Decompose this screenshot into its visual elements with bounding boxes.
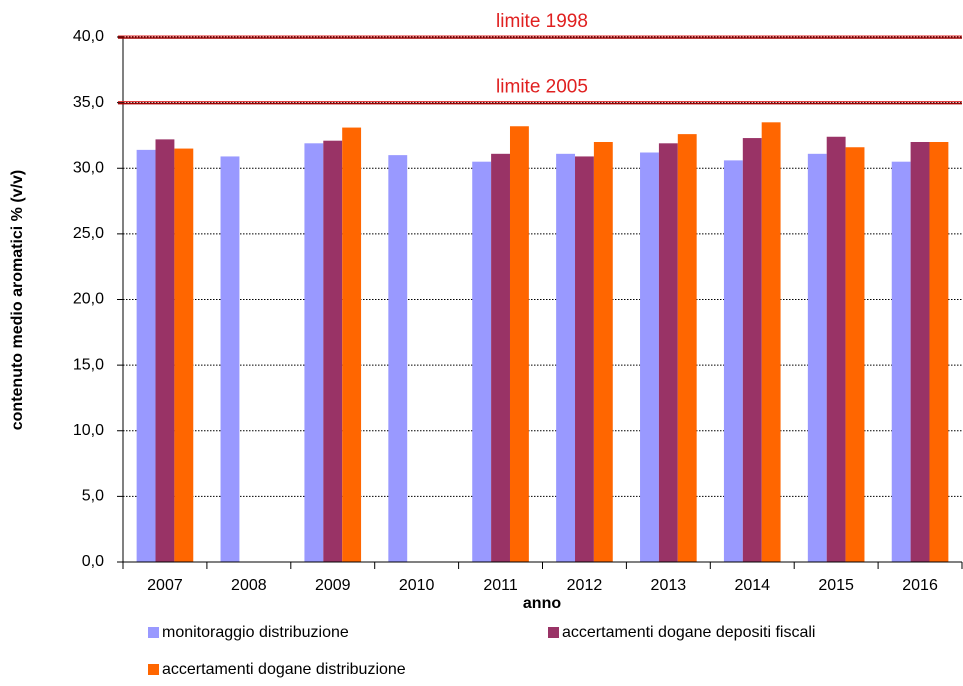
bar [658,143,678,562]
x-tick-label: 2011 [483,577,518,594]
legend-swatch [548,627,559,638]
y-tick-label: 35,0 [73,94,104,111]
legend-swatch [148,627,159,638]
bar [174,148,194,562]
bar [388,155,408,562]
bar [640,152,659,562]
bar [761,122,781,562]
y-tick-label: 15,0 [73,356,104,373]
bar [220,156,240,562]
bar [575,156,594,562]
bar [136,149,156,562]
x-tick-label: 2016 [902,577,938,594]
legend-label: accertamenti dogane distribuzione [162,661,406,678]
bar [929,142,949,562]
x-tick-label: 2009 [315,577,351,594]
y-tick-label: 20,0 [73,291,104,308]
bar [323,140,343,562]
bar [556,153,576,562]
x-tick-label: 2007 [147,577,183,594]
x-tick-label: 2010 [399,577,435,594]
bar [891,161,911,562]
bar [910,142,930,562]
x-tick-label: 2014 [734,577,770,594]
bar [509,126,529,562]
y-tick-label: 40,0 [73,28,104,45]
y-tick-label: 30,0 [73,159,104,176]
bar [304,143,324,562]
legend-label: accertamenti dogane depositi fiscali [562,624,815,641]
bar [826,136,846,562]
bar [472,161,492,562]
bar [593,142,613,562]
legend-label: monitoraggio distribuzione [162,624,349,641]
reference-label: limite 2005 [496,77,588,98]
x-tick-label: 2013 [651,577,687,594]
bar [491,153,510,562]
y-tick-label: 0,0 [82,553,104,570]
bar [742,138,762,562]
bar [845,147,865,562]
x-axis-label: anno [523,595,561,612]
x-tick-label: 2012 [567,577,603,594]
legend-swatch [148,664,159,675]
bar [807,153,827,562]
x-tick-label: 2015 [818,577,854,594]
y-axis-label: contenuto medio aromatici % (v/v) [9,170,26,430]
bar [723,160,743,562]
bar [342,127,362,562]
y-tick-label: 5,0 [82,488,104,505]
bar [677,134,697,562]
x-tick-label: 2008 [231,577,267,594]
bar [155,139,175,562]
y-tick-label: 25,0 [73,225,104,242]
reference-label: limite 1998 [496,11,588,32]
y-tick-label: 10,0 [73,422,104,439]
